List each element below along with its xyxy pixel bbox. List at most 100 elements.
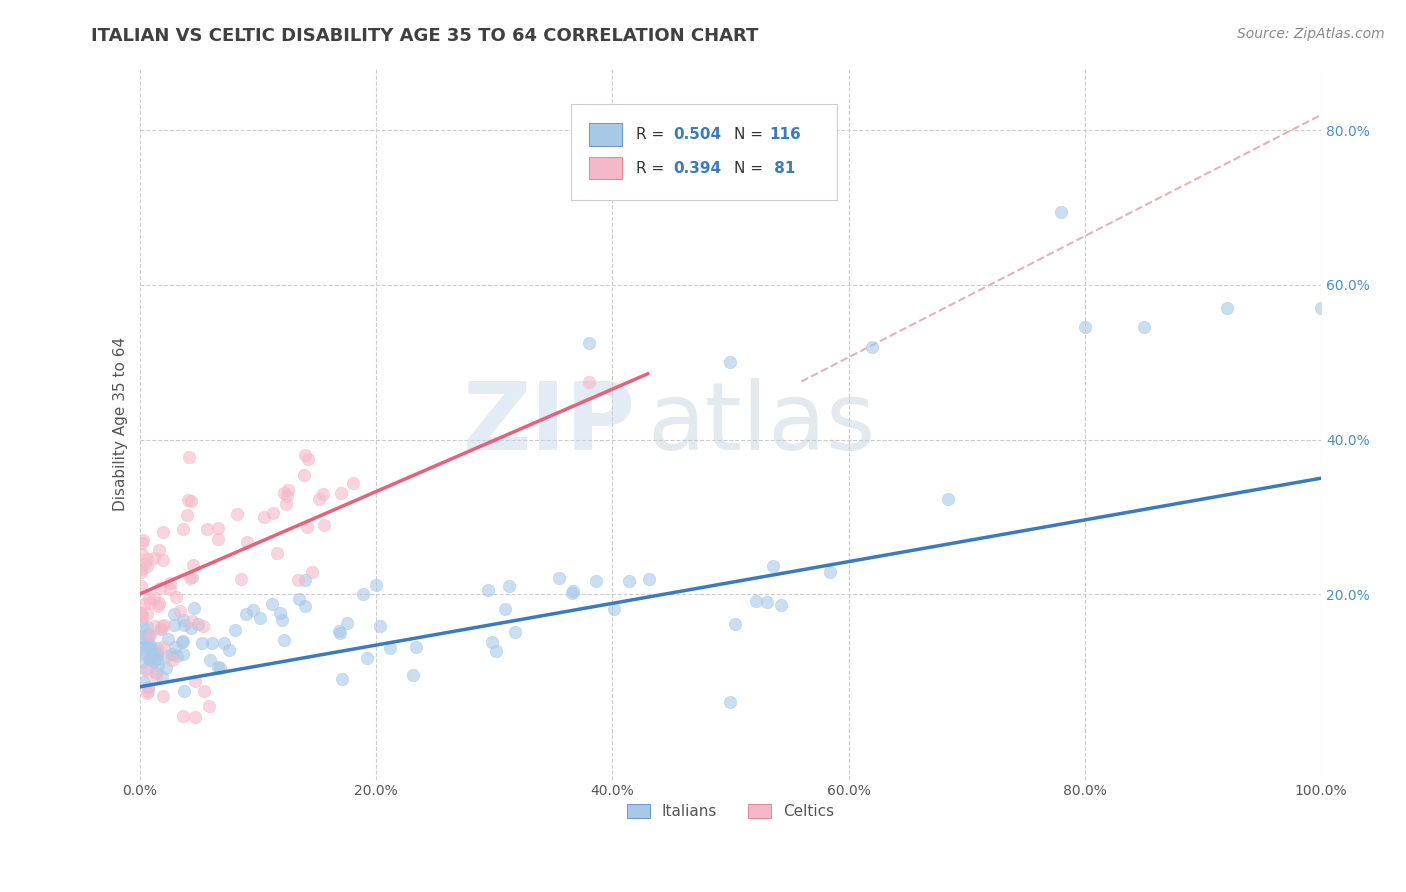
Celtics: [179, 571, 201, 585]
Text: N =: N =: [734, 128, 768, 142]
Italians: [131, 641, 153, 656]
Celtics: [139, 596, 162, 610]
Celtics: [176, 508, 198, 523]
Italians: [163, 640, 186, 655]
Italians: [503, 625, 526, 640]
Celtics: [184, 710, 207, 724]
Italians: [762, 558, 785, 573]
Italians: [160, 648, 183, 662]
Italians: [135, 662, 157, 676]
Italians: [330, 672, 353, 686]
Celtics: [297, 520, 319, 534]
Italians: [561, 586, 583, 600]
Italians: [1215, 301, 1237, 315]
Italians: [146, 640, 169, 655]
Italians: [547, 571, 569, 585]
Italians: [637, 572, 659, 586]
Celtics: [266, 546, 288, 560]
Text: R =: R =: [636, 128, 669, 142]
Celtics: [180, 494, 202, 508]
Italians: [294, 573, 316, 587]
Italians: [180, 621, 202, 635]
Celtics: [177, 493, 200, 508]
Celtics: [172, 523, 194, 537]
Celtics: [236, 534, 259, 549]
Italians: [146, 657, 169, 672]
Celtics: [292, 467, 315, 482]
Celtics: [131, 533, 153, 547]
Italians: [131, 618, 153, 632]
Celtics: [146, 599, 169, 614]
Italians: [183, 601, 205, 615]
Italians: [860, 340, 883, 354]
Celtics: [287, 573, 309, 587]
Italians: [191, 636, 214, 650]
Italians: [402, 667, 425, 681]
Italians: [336, 615, 359, 630]
Italians: [145, 652, 167, 666]
Italians: [235, 607, 257, 621]
Italians: [603, 602, 626, 616]
Celtics: [150, 622, 173, 636]
Italians: [173, 684, 195, 698]
Italians: [368, 619, 391, 633]
Celtics: [231, 573, 253, 587]
Celtics: [136, 664, 159, 678]
Italians: [1310, 301, 1333, 315]
Celtics: [314, 518, 336, 533]
Celtics: [131, 609, 153, 624]
Text: N =: N =: [734, 161, 768, 176]
Italians: [138, 652, 160, 666]
Italians: [136, 640, 159, 654]
Italians: [224, 624, 246, 638]
Text: ITALIAN VS CELTIC DISABILITY AGE 35 TO 64 CORRELATION CHART: ITALIAN VS CELTIC DISABILITY AGE 35 TO 6…: [91, 27, 759, 45]
Celtics: [184, 673, 207, 688]
Celtics: [165, 590, 187, 604]
Celtics: [226, 508, 249, 522]
Text: R =: R =: [636, 161, 669, 176]
Celtics: [152, 689, 174, 703]
Italians: [139, 653, 162, 667]
Italians: [157, 632, 180, 646]
Celtics: [297, 452, 319, 467]
Italians: [756, 594, 779, 608]
Celtics: [198, 699, 221, 714]
Celtics: [169, 603, 191, 617]
Italians: [173, 617, 195, 632]
Celtics: [308, 491, 330, 506]
Celtics: [207, 521, 229, 535]
Celtics: [148, 543, 170, 558]
Italians: [198, 652, 221, 666]
Italians: [163, 607, 186, 622]
Celtics: [276, 498, 298, 512]
Celtics: [145, 668, 167, 682]
Italians: [187, 616, 209, 631]
Y-axis label: Disability Age 35 to 64: Disability Age 35 to 64: [114, 337, 128, 511]
Text: 0.504: 0.504: [673, 128, 721, 142]
Celtics: [138, 591, 160, 605]
Celtics: [191, 618, 214, 632]
Italians: [561, 584, 583, 599]
Italians: [134, 640, 156, 655]
Text: ZIP: ZIP: [463, 378, 636, 470]
Italians: [269, 606, 291, 620]
Italians: [139, 651, 162, 665]
Text: 0.394: 0.394: [673, 161, 721, 176]
Italians: [818, 565, 841, 579]
Celtics: [129, 562, 152, 576]
Italians: [477, 583, 499, 598]
Italians: [262, 597, 284, 611]
FancyBboxPatch shape: [571, 104, 837, 200]
Celtics: [262, 506, 284, 520]
Italians: [356, 651, 378, 665]
Italians: [138, 626, 160, 640]
Celtics: [578, 375, 600, 389]
Celtics: [162, 652, 184, 666]
Celtics: [135, 551, 157, 566]
Italians: [249, 611, 271, 625]
Celtics: [301, 566, 323, 580]
Italians: [145, 647, 167, 661]
Celtics: [159, 576, 181, 591]
Italians: [405, 640, 427, 655]
Text: 116: 116: [769, 128, 801, 142]
